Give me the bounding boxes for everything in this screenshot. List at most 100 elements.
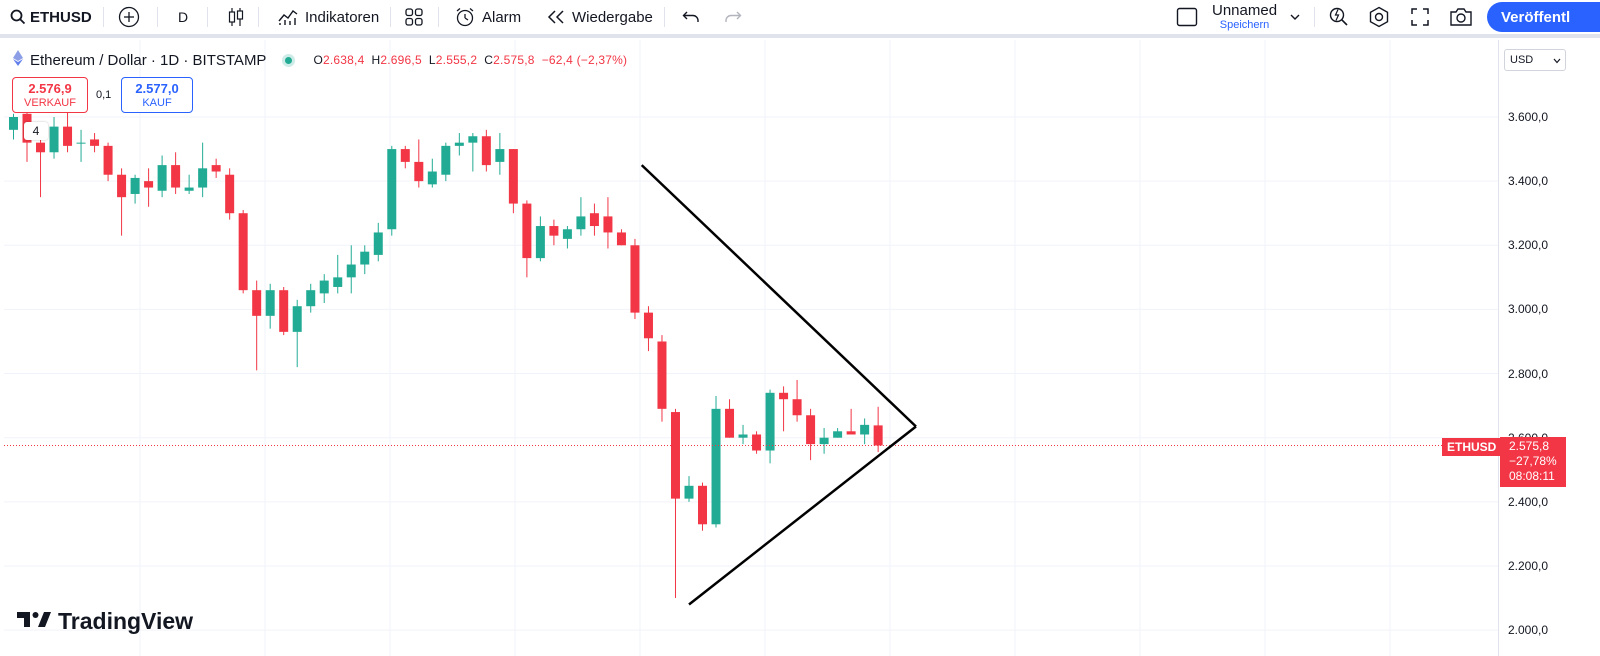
candle-body <box>806 415 816 445</box>
candles <box>9 100 883 599</box>
candle <box>616 229 626 246</box>
current-symbol-tag: ETHUSD <box>1442 438 1502 456</box>
price-tick-label: 2.000,0 <box>1508 623 1549 638</box>
price-scale[interactable] <box>1498 40 1600 656</box>
layout-menu-button[interactable] <box>1290 0 1300 34</box>
divider <box>157 7 158 27</box>
candle <box>873 406 883 453</box>
candle <box>400 145 410 169</box>
chart-pane[interactable] <box>4 40 1600 656</box>
candle <box>765 389 775 464</box>
layouts-button[interactable] <box>404 0 424 34</box>
candle <box>481 129 491 172</box>
gear-icon <box>1368 6 1390 28</box>
candle <box>806 408 816 461</box>
candle <box>643 306 653 352</box>
undo-button[interactable] <box>682 0 700 34</box>
price-tick-label: 2.400,0 <box>1508 494 1549 509</box>
settings-button[interactable] <box>1368 0 1390 34</box>
candle-body <box>427 171 437 185</box>
spread-value: 0,1 <box>96 89 112 101</box>
quick-search-button[interactable] <box>1328 0 1350 34</box>
fullscreen-button[interactable] <box>1410 0 1430 34</box>
candle-body <box>360 251 370 265</box>
triangle-upper-trendline <box>640 164 917 428</box>
divider <box>438 7 439 27</box>
candle-body <box>657 341 667 409</box>
compare-symbol-button[interactable] <box>118 0 140 34</box>
divider <box>390 7 391 27</box>
ohlc-values: O2.638,4 H2.696,5 L2.555,2 C2.575,8 −62,… <box>313 53 628 67</box>
candle <box>562 226 572 249</box>
candle-body <box>279 290 289 332</box>
alert-button[interactable]: Alarm <box>454 0 521 34</box>
candle-body <box>211 165 221 172</box>
candle <box>360 245 370 275</box>
replay-button[interactable]: Wiedergabe <box>546 0 653 34</box>
indicators-button[interactable]: Indikatoren <box>277 0 379 34</box>
layout-checkbox[interactable] <box>1176 0 1198 34</box>
candle-body <box>616 232 626 246</box>
candle <box>130 174 140 204</box>
publish-button[interactable]: Veröffentl <box>1487 2 1600 32</box>
candle <box>549 219 559 246</box>
candle-body <box>265 290 275 316</box>
currency-select[interactable]: USD <box>1504 49 1566 71</box>
hidden-indicators-count: 4 <box>32 124 40 138</box>
candle-body <box>292 306 302 332</box>
candle-body <box>698 485 708 525</box>
tradingview-logo[interactable]: TradingView <box>16 608 193 635</box>
price-tick-label: 3.000,0 <box>1508 302 1549 317</box>
candle-body <box>603 216 613 233</box>
candle-body <box>157 165 167 191</box>
buy-button[interactable]: 2.577,0 KAUF <box>121 77 193 113</box>
snapshot-button[interactable] <box>1449 0 1473 34</box>
sell-button[interactable]: 2.576,9 VERKAUF <box>12 77 88 113</box>
candle-body <box>198 168 208 188</box>
interval-button[interactable]: D <box>178 9 189 25</box>
candle <box>144 168 154 207</box>
candle-body <box>860 424 870 435</box>
candle <box>414 139 424 188</box>
candle-body <box>589 213 599 227</box>
candle-body <box>752 434 762 451</box>
tradingview-logo-icon <box>16 608 58 635</box>
candle <box>589 203 599 236</box>
candle-body <box>346 264 356 278</box>
camera-icon <box>1449 7 1473 27</box>
symbol-legend[interactable]: Ethereum / Dollar · 1D · BITSTAMP O2.638… <box>12 50 627 70</box>
indicators-icon <box>277 7 305 27</box>
redo-button[interactable] <box>724 0 742 34</box>
symbol-search-button[interactable]: ETHUSD <box>10 0 92 34</box>
layout-name-button[interactable]: Unnamed Speichern <box>1212 0 1277 34</box>
bar-countdown: 08:08:11 <box>1509 469 1555 483</box>
layout-name-label: Unnamed <box>1212 2 1278 19</box>
chart-type-button[interactable] <box>227 0 245 34</box>
candle-body <box>725 408 735 438</box>
divider <box>207 7 208 27</box>
redo-icon <box>724 10 742 24</box>
candle-body <box>252 290 262 316</box>
candle-body <box>562 229 572 239</box>
candle <box>657 335 667 422</box>
candle <box>238 210 248 294</box>
candle <box>171 152 181 194</box>
candlestick-chart[interactable] <box>4 40 1498 656</box>
candle <box>670 408 680 599</box>
ethereum-icon <box>12 49 24 71</box>
current-price: 2.575,8 <box>1509 439 1550 453</box>
hidden-indicators-toggle[interactable]: 4 <box>24 122 48 140</box>
candle-body <box>130 177 140 194</box>
candle <box>792 379 802 422</box>
candle-body <box>333 277 343 287</box>
candle-body <box>103 145 113 175</box>
price-tick-label: 3.400,0 <box>1508 174 1549 189</box>
candle <box>9 113 18 140</box>
top-toolbar: ETHUSD D Indikatoren Alarm Wie <box>0 0 1600 34</box>
candle <box>225 168 235 220</box>
candle <box>90 133 100 153</box>
candle <box>454 133 464 156</box>
triangle-drawing[interactable] <box>640 164 917 606</box>
candle <box>833 428 843 438</box>
candle-body <box>833 431 843 438</box>
